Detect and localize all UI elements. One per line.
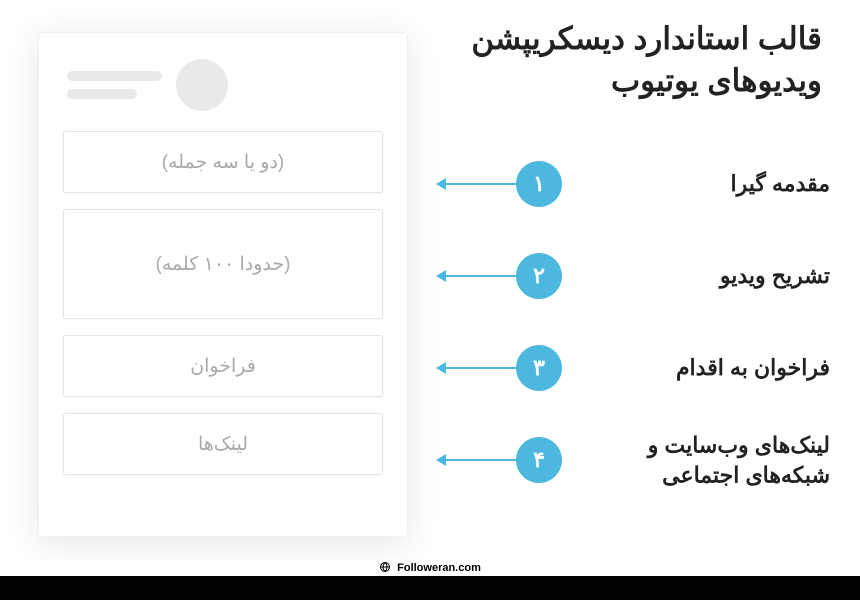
placeholder-bar <box>67 71 162 81</box>
description-mock-panel: (دو یا سه جمله) (حدودا ۱۰۰ کلمه) فراخوان… <box>38 32 408 537</box>
mock-block-label: فراخوان <box>190 355 256 378</box>
connector-arrow <box>444 459 516 461</box>
steps-list: مقدمه گیرا ۱ تشریح ویدیو ۲ فراخوان به اق… <box>390 138 830 506</box>
step-number-badge: ۲ <box>516 253 562 299</box>
step-number-badge: ۴ <box>516 437 562 483</box>
placeholder-bar <box>67 89 137 99</box>
title-line-2: ویدیوهای یوتیوب <box>611 63 822 98</box>
mock-block-label: لینک‌ها <box>198 433 248 456</box>
page-title: قالب استاندارد دیسکریپشن ویدیوهای یوتیوب <box>442 18 822 102</box>
mock-block-label: (حدودا ۱۰۰ کلمه) <box>156 253 291 276</box>
mock-header <box>67 59 379 111</box>
connector-arrow <box>444 183 516 185</box>
step-4: لینک‌های وب‌سایت و شبکه‌های اجتماعی ۴ <box>390 414 830 506</box>
mock-block-intro: (دو یا سه جمله) <box>63 131 383 193</box>
step-1: مقدمه گیرا ۱ <box>390 138 830 230</box>
mock-block-body: (حدودا ۱۰۰ کلمه) <box>63 209 383 319</box>
step-number-badge: ۳ <box>516 345 562 391</box>
step-2: تشریح ویدیو ۲ <box>390 230 830 322</box>
footer-site: Followeran.com <box>397 562 481 574</box>
footer-strip: Followeran.com <box>0 560 860 576</box>
mock-block-label: (دو یا سه جمله) <box>162 151 285 174</box>
placeholder-bars <box>67 71 162 99</box>
step-number-badge: ۱ <box>516 161 562 207</box>
connector-arrow <box>444 275 516 277</box>
step-label: تشریح ویدیو <box>580 261 830 291</box>
step-3: فراخوان به اقدام ۳ <box>390 322 830 414</box>
connector-arrow <box>444 367 516 369</box>
mock-block-cta: فراخوان <box>63 335 383 397</box>
footer-bar: Followeran.com <box>0 560 860 600</box>
avatar-placeholder <box>176 59 228 111</box>
step-label: لینک‌های وب‌سایت و شبکه‌های اجتماعی <box>580 430 830 489</box>
title-line-1: قالب استاندارد دیسکریپشن <box>471 21 822 56</box>
globe-icon <box>379 561 391 576</box>
mock-block-links: لینک‌ها <box>63 413 383 475</box>
step-label: فراخوان به اقدام <box>580 353 830 383</box>
infographic-root: قالب استاندارد دیسکریپشن ویدیوهای یوتیوب… <box>0 0 860 560</box>
step-label: مقدمه گیرا <box>580 169 830 199</box>
